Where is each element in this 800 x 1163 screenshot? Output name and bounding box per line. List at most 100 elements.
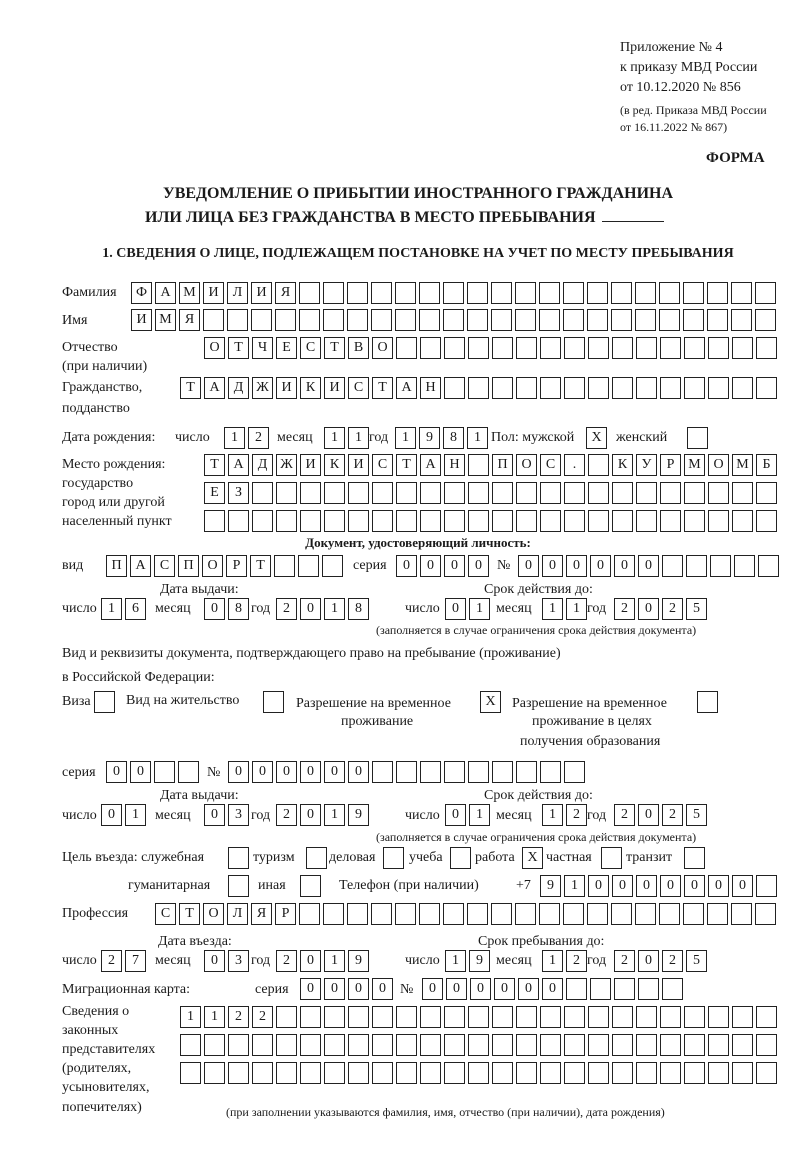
char-cell[interactable] — [228, 1034, 249, 1056]
char-cell[interactable] — [468, 510, 489, 532]
char-cell[interactable]: А — [155, 282, 176, 304]
char-cell[interactable] — [396, 337, 417, 359]
char-cell[interactable] — [756, 1062, 777, 1084]
char-cell[interactable]: 0 — [324, 978, 345, 1000]
char-cell[interactable]: 1 — [542, 804, 563, 826]
char-cell[interactable]: 1 — [324, 950, 345, 972]
char-cell[interactable] — [444, 337, 465, 359]
char-cell[interactable] — [252, 1062, 273, 1084]
char-cell[interactable] — [539, 309, 560, 331]
char-cell[interactable]: 2 — [614, 598, 635, 620]
char-cell[interactable]: 3 — [228, 804, 249, 826]
char-cell[interactable]: 2 — [614, 804, 635, 826]
char-cell[interactable]: И — [131, 309, 152, 331]
char-cell[interactable]: И — [251, 282, 272, 304]
char-cell[interactable] — [540, 337, 561, 359]
char-cell[interactable] — [612, 1062, 633, 1084]
char-cell[interactable] — [684, 847, 705, 869]
char-cell[interactable] — [467, 309, 488, 331]
char-cell[interactable]: 0 — [708, 875, 729, 897]
char-cell[interactable] — [755, 903, 776, 925]
char-cell[interactable] — [154, 761, 175, 783]
char-cell[interactable]: 2 — [228, 1006, 249, 1028]
char-cell[interactable]: 0 — [204, 598, 225, 620]
char-cell[interactable]: 1 — [395, 427, 416, 449]
char-cell[interactable] — [252, 482, 273, 504]
char-cell[interactable] — [660, 1034, 681, 1056]
char-cell[interactable] — [564, 337, 585, 359]
char-cell[interactable]: 2 — [662, 598, 683, 620]
char-cell[interactable]: Н — [444, 454, 465, 476]
char-cell[interactable]: М — [155, 309, 176, 331]
char-cell[interactable]: Я — [251, 903, 272, 925]
char-cell[interactable]: 0 — [444, 555, 465, 577]
char-cell[interactable]: З — [228, 482, 249, 504]
char-cell[interactable]: 2 — [252, 1006, 273, 1028]
reps-field-3[interactable] — [180, 1062, 780, 1084]
char-cell[interactable]: М — [684, 454, 705, 476]
char-cell[interactable]: М — [732, 454, 753, 476]
char-cell[interactable] — [323, 309, 344, 331]
char-cell[interactable]: Л — [227, 282, 248, 304]
char-cell[interactable]: 0 — [420, 555, 441, 577]
purpose-study-checkbox[interactable] — [450, 847, 474, 869]
sex-male-checkbox[interactable]: X — [586, 427, 610, 449]
char-cell[interactable]: 1 — [445, 950, 466, 972]
char-cell[interactable] — [444, 1034, 465, 1056]
char-cell[interactable] — [323, 903, 344, 925]
char-cell[interactable]: И — [348, 454, 369, 476]
char-cell[interactable]: К — [300, 377, 321, 399]
char-cell[interactable]: К — [612, 454, 633, 476]
char-cell[interactable] — [612, 1006, 633, 1028]
char-cell[interactable] — [540, 377, 561, 399]
char-cell[interactable]: 0 — [204, 804, 225, 826]
char-cell[interactable] — [756, 337, 777, 359]
char-cell[interactable] — [590, 978, 611, 1000]
purpose-other-checkbox[interactable] — [300, 875, 324, 897]
char-cell[interactable]: 7 — [125, 950, 146, 972]
char-cell[interactable]: И — [324, 377, 345, 399]
char-cell[interactable] — [300, 1034, 321, 1056]
char-cell[interactable] — [492, 377, 513, 399]
char-cell[interactable]: 0 — [445, 598, 466, 620]
char-cell[interactable] — [492, 337, 513, 359]
char-cell[interactable]: 1 — [566, 598, 587, 620]
char-cell[interactable] — [323, 282, 344, 304]
char-cell[interactable] — [758, 555, 779, 577]
char-cell[interactable] — [347, 282, 368, 304]
char-cell[interactable]: 1 — [324, 804, 345, 826]
char-cell[interactable]: О — [372, 337, 393, 359]
char-cell[interactable] — [684, 1034, 705, 1056]
char-cell[interactable] — [468, 482, 489, 504]
char-cell[interactable]: 9 — [540, 875, 561, 897]
purpose-transit-checkbox[interactable] — [684, 847, 708, 869]
residence-permit-checkbox[interactable] — [263, 691, 287, 713]
char-cell[interactable] — [300, 1062, 321, 1084]
char-cell[interactable] — [467, 282, 488, 304]
char-cell[interactable]: А — [204, 377, 225, 399]
char-cell[interactable] — [563, 309, 584, 331]
char-cell[interactable] — [611, 309, 632, 331]
char-cell[interactable] — [492, 510, 513, 532]
char-cell[interactable] — [564, 510, 585, 532]
char-cell[interactable]: С — [155, 903, 176, 925]
char-cell[interactable]: 0 — [732, 875, 753, 897]
char-cell[interactable] — [660, 482, 681, 504]
char-cell[interactable]: 1 — [101, 598, 122, 620]
char-cell[interactable] — [467, 903, 488, 925]
char-cell[interactable]: 0 — [518, 978, 539, 1000]
char-cell[interactable] — [491, 903, 512, 925]
char-cell[interactable] — [444, 1006, 465, 1028]
char-cell[interactable]: 0 — [566, 555, 587, 577]
char-cell[interactable] — [276, 1034, 297, 1056]
char-cell[interactable]: Т — [250, 555, 271, 577]
purpose-service-checkbox[interactable] — [228, 847, 252, 869]
char-cell[interactable] — [468, 1034, 489, 1056]
